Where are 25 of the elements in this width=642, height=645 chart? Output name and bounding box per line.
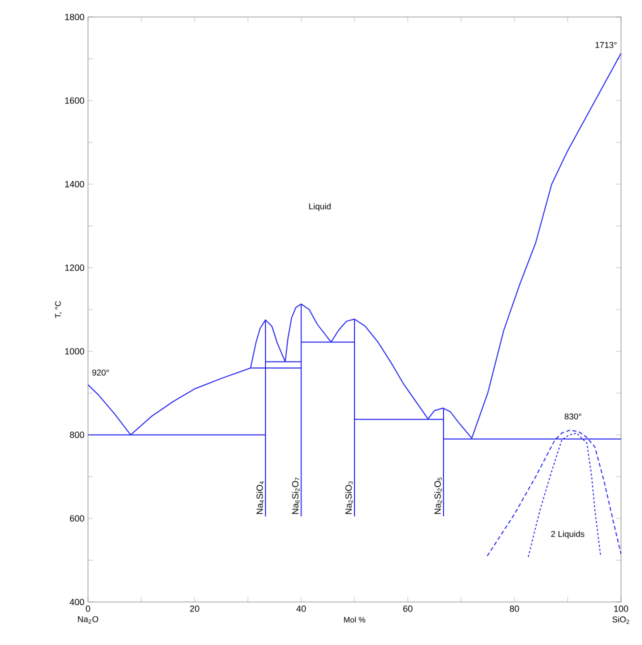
x-tick-label: 20: [190, 606, 200, 612]
y-tick-label: 1400: [65, 180, 84, 188]
x-tick-label: 80: [510, 606, 520, 612]
text: Na$_{2}$O: [78, 616, 98, 624]
annotation: 1713°: [596, 42, 617, 48]
text: Na$_{4}$SiO$_{4}$: [256, 481, 264, 514]
y-tick-label: 400: [70, 598, 84, 606]
annotation: 830°: [564, 413, 582, 420]
x-tick-label: 0: [86, 606, 90, 612]
text: Na$_{6}$Si$_{2}$O$_{7}$: [292, 478, 300, 514]
x-tick-label: 40: [296, 606, 306, 612]
text: Na$_{2}$Si$_{2}$O$_{5}$: [434, 478, 442, 514]
y-tick-label: 1800: [65, 14, 84, 20]
x-tick-label: 100: [614, 606, 628, 612]
y-tick-label: 1000: [65, 348, 84, 354]
annotation: 2 Liquids: [551, 530, 584, 539]
x-tick-label: 60: [403, 606, 412, 612]
y-tick-label: 800: [70, 432, 84, 438]
y-tick-label: 1200: [65, 264, 84, 271]
y-tick-label: 600: [70, 515, 84, 522]
annotation: Liquid: [309, 203, 331, 212]
y-tick-label: 1600: [65, 97, 84, 104]
annotation: 920°: [92, 370, 109, 376]
text: SiO$_{2}$: [612, 616, 630, 624]
text: Na$_{2}$SiO$_{3}$: [345, 481, 353, 514]
